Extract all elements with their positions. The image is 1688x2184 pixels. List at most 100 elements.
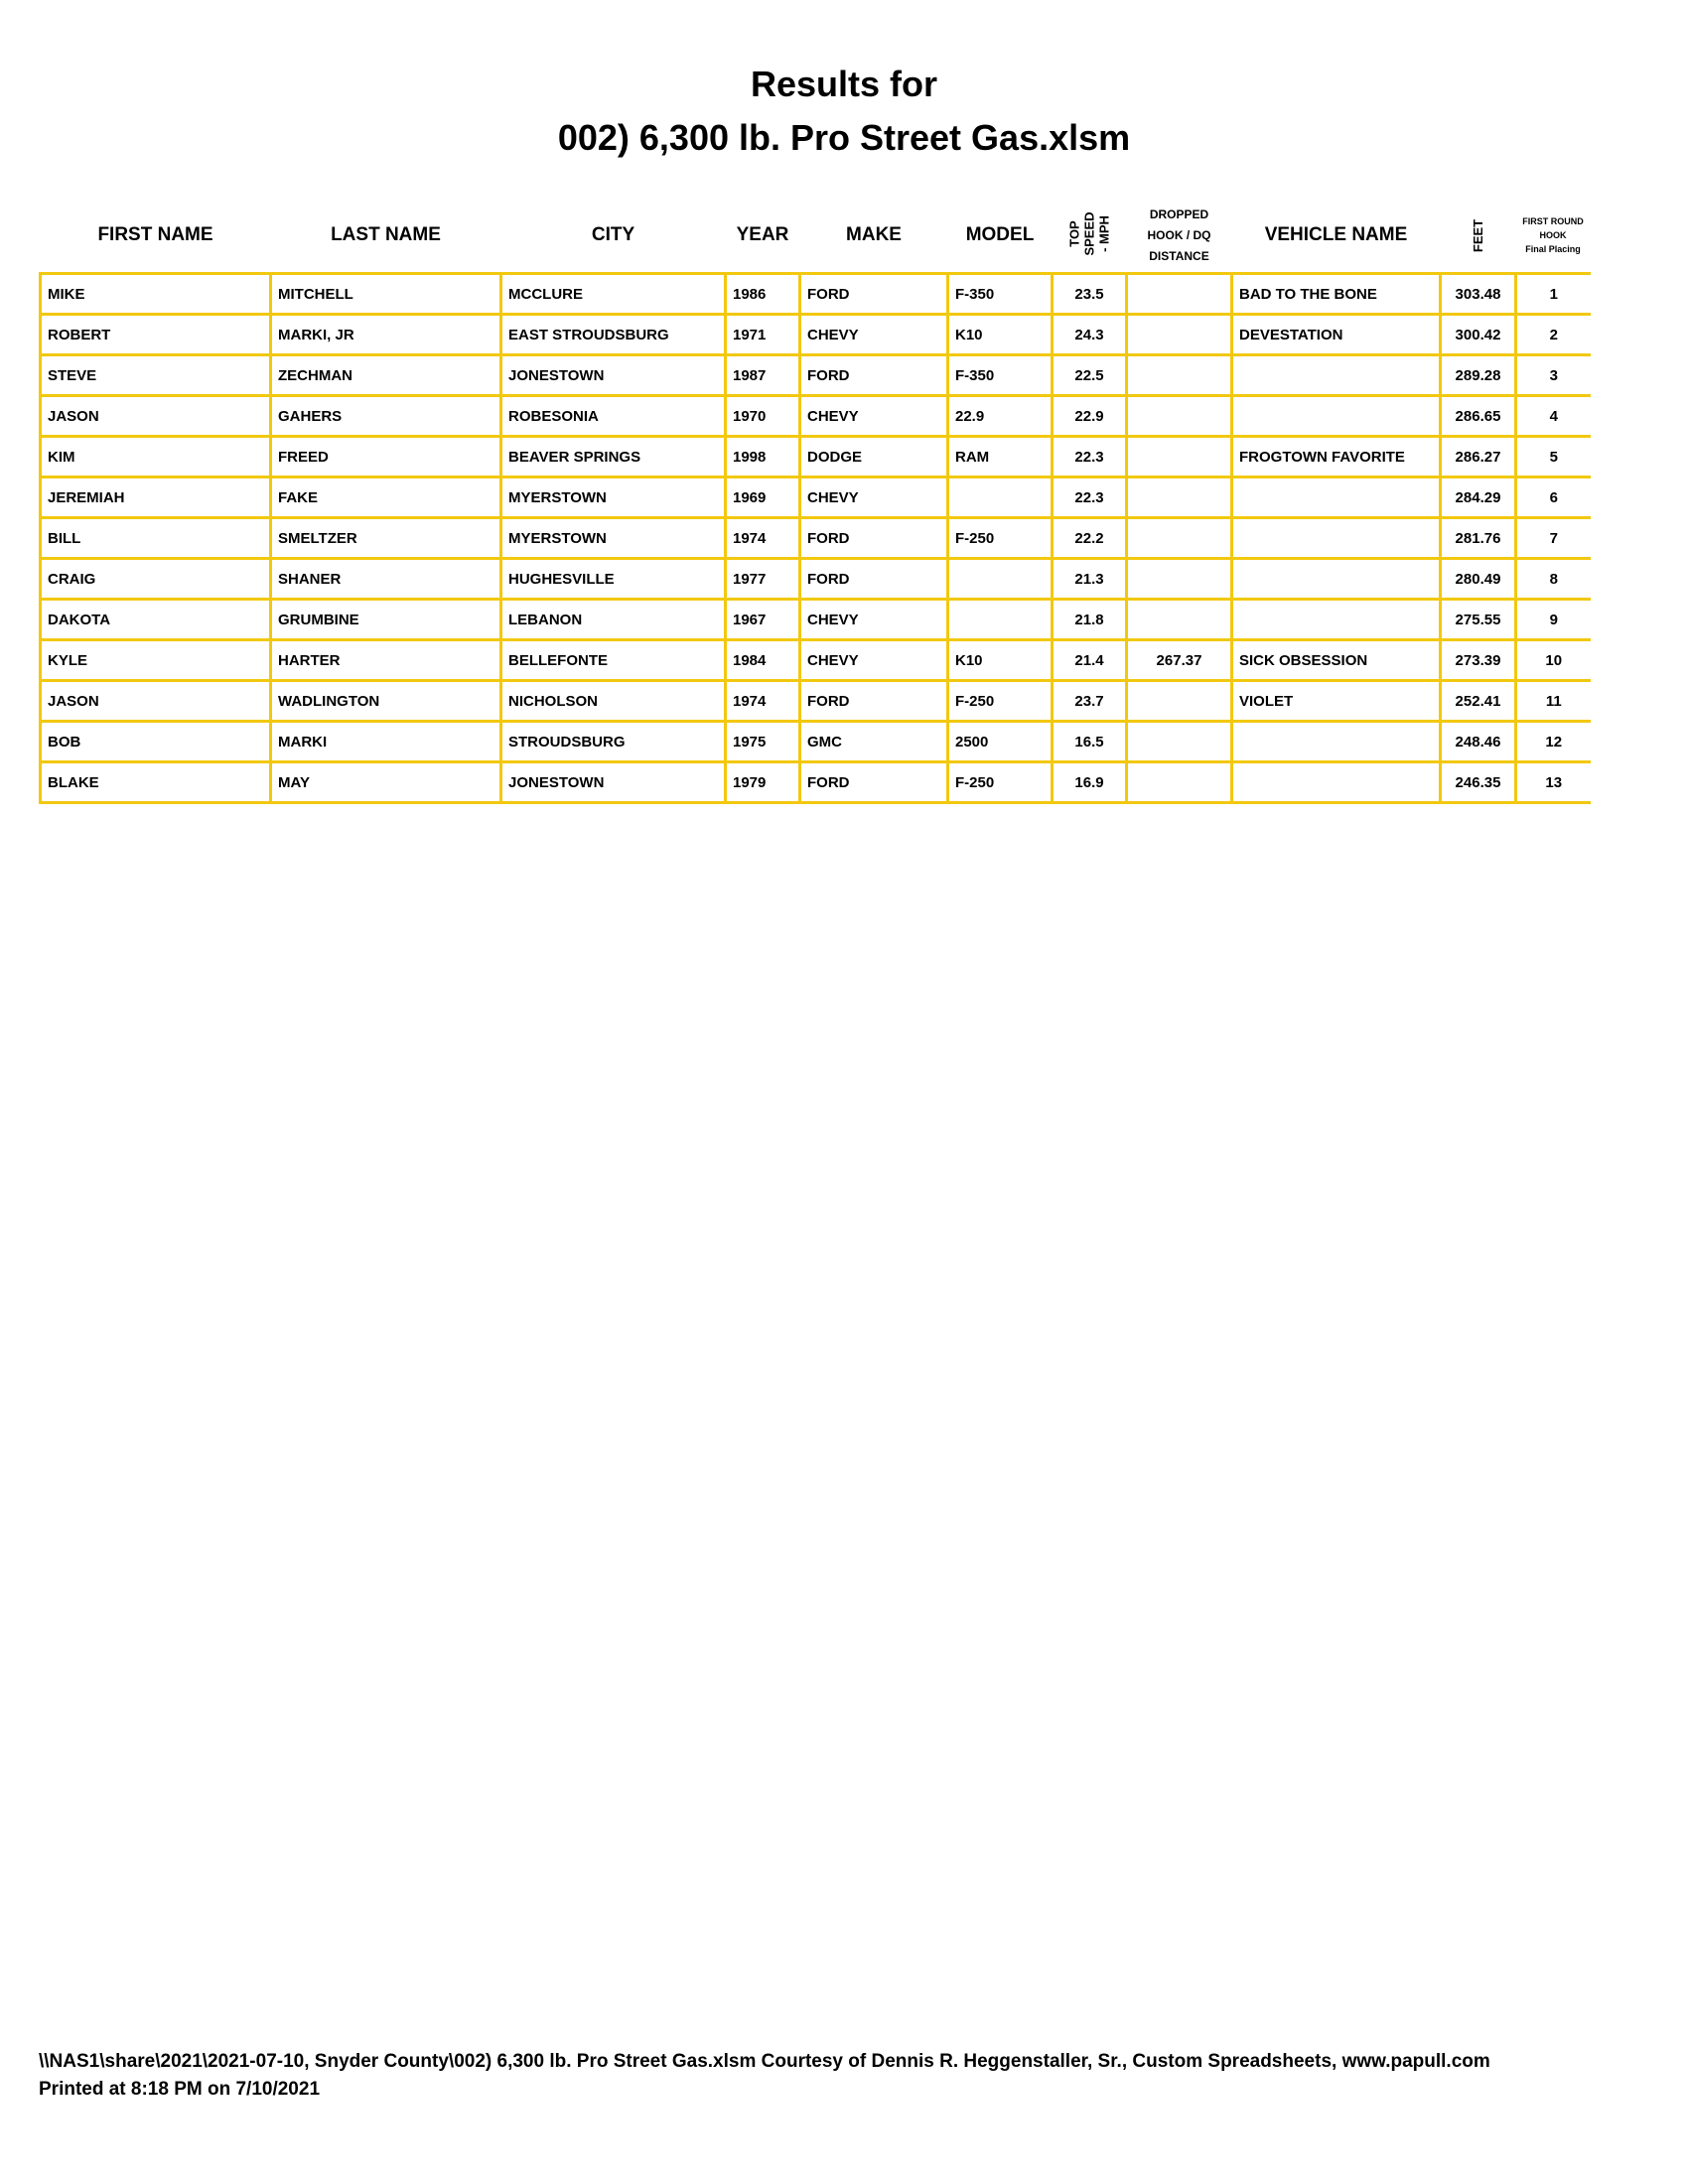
cell-top-speed: 23.7 [1051, 679, 1128, 723]
cell-top-speed: 24.3 [1051, 313, 1128, 356]
cell-make: FORD [798, 516, 949, 560]
cell-year: 1984 [724, 638, 801, 682]
cell-first-name: JEREMIAH [39, 476, 272, 519]
cell-city: JONESTOWN [499, 353, 727, 397]
col-last-name: LAST NAME [331, 224, 441, 245]
cell-last-name: SMELTZER [269, 516, 502, 560]
cell-model: F-250 [946, 679, 1054, 723]
header-row: FIRST NAME LAST NAME CITY YEAR MAKE MODE… [41, 199, 1591, 274]
cell-feet: 286.65 [1439, 394, 1517, 438]
cell-last-name: GRUMBINE [269, 598, 502, 641]
col-make: MAKE [846, 224, 902, 245]
feet-label: FEET [1470, 218, 1485, 253]
cell-dropped-distance [1125, 394, 1233, 438]
col-model: MODEL [965, 224, 1035, 245]
cell-vehicle-name: SICK OBSESSION [1230, 638, 1442, 682]
cell-vehicle-name: FROGTOWN FAVORITE [1230, 435, 1442, 478]
cell-vehicle-name: BAD TO THE BONE [1230, 272, 1442, 316]
placing-line3: Final Placing [1525, 244, 1581, 254]
cell-first-name: DAKOTA [39, 598, 272, 641]
cell-model: RAM [946, 435, 1054, 478]
col-top-speed: TOP SPEED - MPH [1053, 199, 1127, 274]
col-dropped-hook: DROPPED HOOK / DQ DISTANCE [1127, 199, 1232, 274]
table-row: ROBERT MARKI, JR EAST STROUDSBURG 1971 CHEVY… [39, 313, 1591, 356]
cell-dropped-distance [1125, 353, 1233, 397]
cell-feet: 273.39 [1439, 638, 1517, 682]
cell-placing: 9 [1514, 598, 1591, 641]
table-row: MIKE MITCHELL MCCLURE 1986 FORD F-350 23.5 BAD … [39, 272, 1591, 316]
cell-year: 1970 [724, 394, 801, 438]
cell-dropped-distance [1125, 760, 1233, 804]
cell-city: MYERSTOWN [499, 516, 727, 560]
cell-dropped-distance [1125, 516, 1233, 560]
cell-vehicle-name [1230, 557, 1442, 601]
cell-first-name: STEVE [39, 353, 272, 397]
cell-top-speed: 22.5 [1051, 353, 1128, 397]
cell-placing: 7 [1514, 516, 1591, 560]
table-row: DAKOTA GRUMBINE LEBANON 1967 CHEVY 21.8 275.55… [39, 598, 1591, 641]
cell-dropped-distance: 267.37 [1125, 638, 1233, 682]
table-row: JASON GAHERS ROBESONIA 1970 CHEVY 22.9 22.9 286… [39, 394, 1591, 438]
table-row: KIM FREED BEAVER SPRINGS 1998 DODGE RAM 22.3 FR… [39, 435, 1591, 478]
cell-top-speed: 21.3 [1051, 557, 1128, 601]
cell-year: 1986 [724, 272, 801, 316]
cell-top-speed: 21.8 [1051, 598, 1128, 641]
cell-make: CHEVY [798, 638, 949, 682]
results-body: MIKE MITCHELL MCCLURE 1986 FORD F-350 23.5 BAD … [39, 272, 1591, 804]
cell-placing: 13 [1514, 760, 1591, 804]
cell-year: 1971 [724, 313, 801, 356]
cell-last-name: ZECHMAN [269, 353, 502, 397]
cell-last-name: MARKI [269, 720, 502, 763]
cell-last-name: FAKE [269, 476, 502, 519]
cell-city: STROUDSBURG [499, 720, 727, 763]
cell-year: 1979 [724, 760, 801, 804]
cell-feet: 284.29 [1439, 476, 1517, 519]
cell-vehicle-name [1230, 720, 1442, 763]
cell-make: FORD [798, 353, 949, 397]
cell-make: CHEVY [798, 394, 949, 438]
cell-make: CHEVY [798, 598, 949, 641]
cell-placing: 2 [1514, 313, 1591, 356]
cell-model: K10 [946, 313, 1054, 356]
cell-model: 22.9 [946, 394, 1054, 438]
dropped-line1: DROPPED [1149, 206, 1209, 221]
cell-top-speed: 22.9 [1051, 394, 1128, 438]
cell-top-speed: 16.9 [1051, 760, 1128, 804]
footer-printed: Printed at 8:18 PM on 7/10/2021 [39, 2079, 321, 2100]
top-speed-line3: - MPH [1096, 215, 1112, 252]
cell-feet: 289.28 [1439, 353, 1517, 397]
cell-top-speed: 23.5 [1051, 272, 1128, 316]
cell-model: F-250 [946, 516, 1054, 560]
table-row: CRAIG SHANER HUGHESVILLE 1977 FORD 21.3 280.49… [39, 557, 1591, 601]
cell-city: EAST STROUDSBURG [499, 313, 727, 356]
cell-placing: 4 [1514, 394, 1591, 438]
cell-first-name: ROBERT [39, 313, 272, 356]
footer-path: \\NAS1\share\2021\2021-07-10, Snyder Cou… [39, 2051, 1490, 2072]
cell-model [946, 476, 1054, 519]
cell-make: FORD [798, 679, 949, 723]
cell-first-name: MIKE [39, 272, 272, 316]
cell-year: 1977 [724, 557, 801, 601]
col-first-name: FIRST NAME [97, 224, 213, 245]
cell-year: 1969 [724, 476, 801, 519]
table-row: BLAKE MAY JONESTOWN 1979 FORD F-250 16.9 246.35… [39, 760, 1591, 804]
cell-city: NICHOLSON [499, 679, 727, 723]
cell-first-name: KIM [39, 435, 272, 478]
cell-top-speed: 16.5 [1051, 720, 1128, 763]
col-feet: FEET [1441, 199, 1516, 274]
cell-feet: 252.41 [1439, 679, 1517, 723]
cell-city: ROBESONIA [499, 394, 727, 438]
results-table: FIRST NAME LAST NAME CITY YEAR MAKE MODE… [39, 199, 1591, 804]
cell-feet: 300.42 [1439, 313, 1517, 356]
cell-top-speed: 21.4 [1051, 638, 1128, 682]
cell-city: BEAVER SPRINGS [499, 435, 727, 478]
cell-placing: 8 [1514, 557, 1591, 601]
cell-vehicle-name [1230, 353, 1442, 397]
cell-last-name: HARTER [269, 638, 502, 682]
cell-make: FORD [798, 760, 949, 804]
cell-first-name: BILL [39, 516, 272, 560]
cell-vehicle-name [1230, 476, 1442, 519]
cell-last-name: WADLINGTON [269, 679, 502, 723]
cell-top-speed: 22.2 [1051, 516, 1128, 560]
cell-city: HUGHESVILLE [499, 557, 727, 601]
